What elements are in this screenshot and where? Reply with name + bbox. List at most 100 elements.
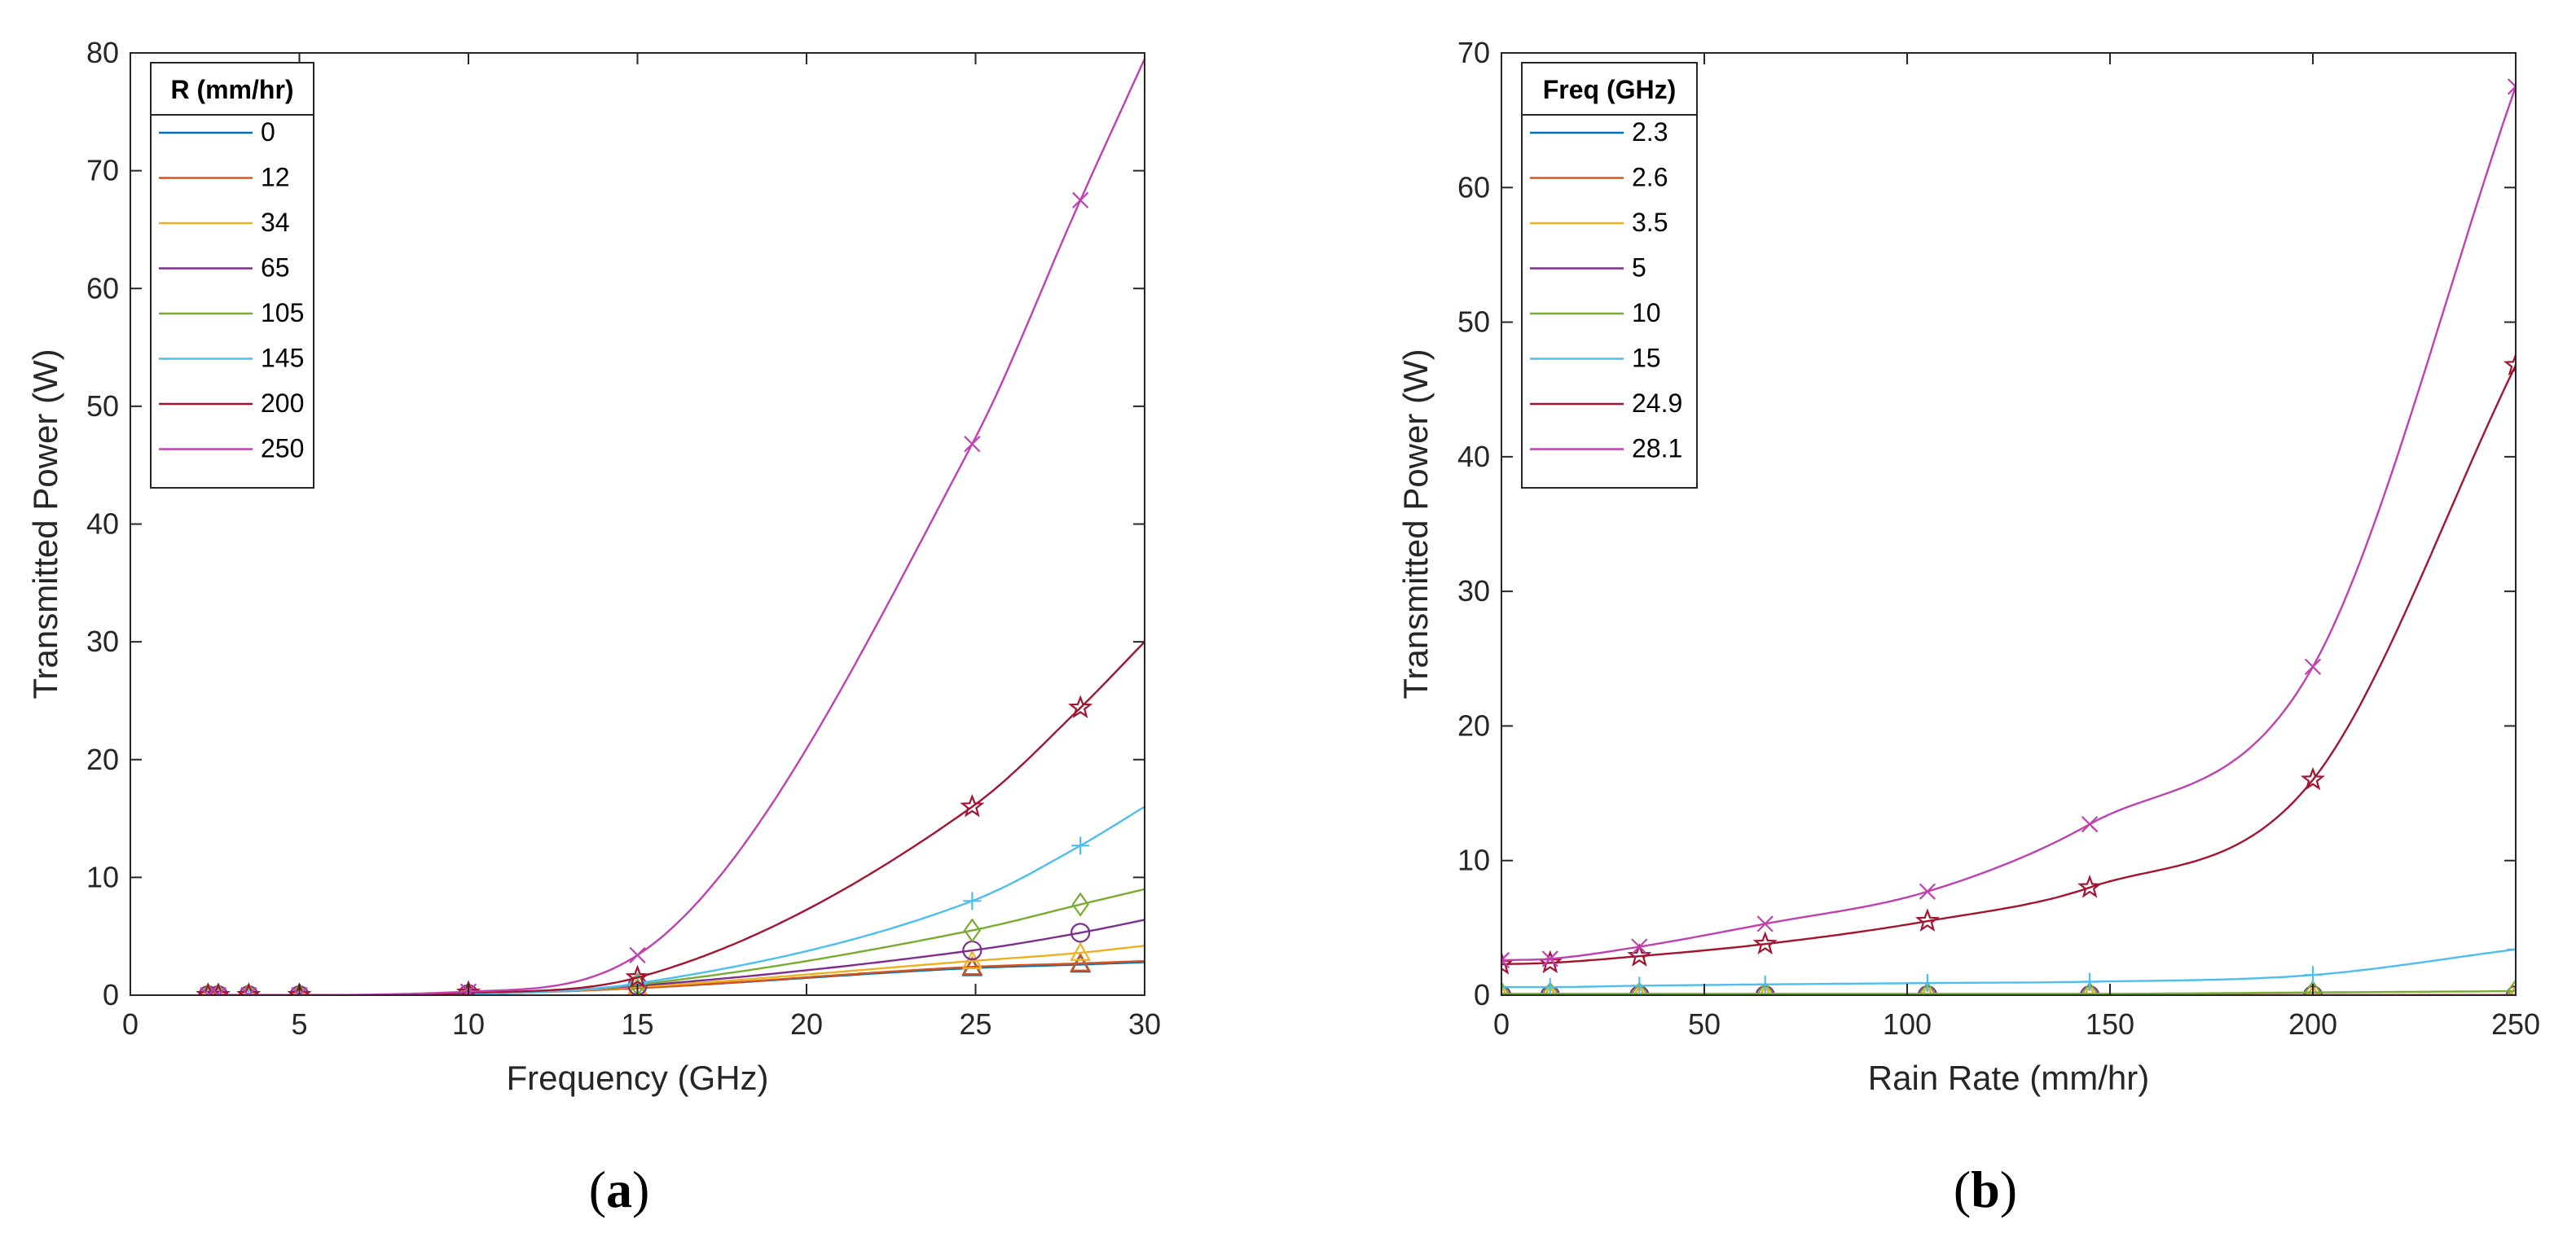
legend-entry-3.5: 3.5 [1632, 208, 1668, 237]
x-axis-label: Rain Rate (mm/hr) [1868, 1059, 2149, 1097]
data-point-24.9-5 [2077, 874, 2103, 898]
caption-letter: a [606, 1160, 632, 1218]
data-point-24.9-7 [2503, 352, 2516, 376]
x-tick-label: 150 [2086, 1007, 2134, 1041]
legend-entry-15: 15 [1632, 344, 1661, 373]
data-point-28.1-0 [1501, 951, 1510, 969]
data-point-34-6 [961, 950, 983, 969]
data-point-15-6 [2304, 966, 2322, 985]
x-tick-label: 20 [790, 1007, 823, 1041]
y-tick-label: 70 [1457, 36, 1490, 69]
caption-close-paren: ) [2000, 1160, 2017, 1218]
plot-area [1501, 78, 2516, 995]
x-tick-label: 10 [452, 1007, 485, 1041]
series-line-10 [1501, 989, 2516, 995]
y-tick-label: 50 [86, 389, 119, 423]
legend-entry-2.6: 2.6 [1632, 163, 1668, 192]
data-point-105-4 [459, 981, 477, 995]
data-point-15-2 [1630, 976, 1649, 995]
x-tick-label: 250 [2491, 1007, 2540, 1041]
data-point-10-5 [2081, 981, 2099, 995]
series-line-24.9 [1501, 364, 2516, 966]
data-point-65-7 [1070, 923, 1091, 943]
y-axis-label: Transmitted Power (W) [26, 349, 64, 699]
legend-entry-105: 105 [261, 298, 304, 327]
series-line-28.1 [1501, 86, 2516, 962]
data-point-28.1-6 [2304, 658, 2322, 675]
legend-entry-12: 12 [261, 163, 290, 192]
data-point-10-3 [1756, 981, 1774, 995]
data-point-250-3 [291, 986, 308, 995]
legend-box [1521, 62, 1698, 489]
data-point-10-0 [1501, 981, 1510, 995]
legend-entry-34: 34 [261, 208, 290, 237]
legend: R (mm/hr) 0 12 34 65 105 145 200 250 [150, 62, 314, 489]
data-point-15-5 [2081, 972, 2099, 991]
data-point-200-5 [625, 964, 650, 989]
x-tick-label: 200 [2288, 1007, 2337, 1041]
y-tick-label: 10 [86, 860, 119, 893]
legend-entry-0: 0 [261, 117, 275, 147]
data-point-24.9-3 [1752, 931, 1778, 954]
data-point-250-2 [240, 986, 257, 995]
caption-open-paren: ( [1954, 1160, 1971, 1218]
data-point-200-3 [287, 982, 312, 995]
chart-panel-b: 0 50 100 150 200 250 0 10 20 30 40 50 60 70 Rain Rate … [1396, 36, 2540, 1218]
data-point-10-1 [1541, 981, 1559, 995]
legend-title: Freq (GHz) [1543, 75, 1677, 104]
legend-entry-200: 200 [261, 388, 304, 418]
y-tick-label: 40 [1457, 440, 1490, 473]
data-point-15-7 [2507, 940, 2516, 959]
y-tick-label: 0 [1474, 978, 1490, 1011]
legend-entry-24.9: 24.9 [1632, 388, 1682, 418]
y-axis-label: Transmitted Power (W) [1396, 349, 1435, 699]
caption-open-paren: ( [589, 1160, 606, 1218]
y-tick-label: 80 [86, 36, 119, 69]
x-tick-label: 15 [621, 1007, 653, 1041]
data-point-105-7 [1071, 892, 1089, 917]
chart-panel-a: 0 5 10 15 20 25 30 0 10 20 30 40 50 60 70 80 Frequency (… [26, 36, 1161, 1218]
caption-close-paren: ) [632, 1160, 649, 1218]
x-tick-label: 100 [1883, 1007, 1932, 1041]
y-tick-label: 0 [103, 978, 119, 1011]
data-point-15-4 [1918, 974, 1936, 993]
data-point-250-1 [209, 986, 227, 995]
caption-letter: b [1971, 1160, 2000, 1218]
data-point-10-4 [1919, 981, 1936, 995]
data-point-145-1 [209, 986, 227, 995]
panel-caption: (a) [589, 1160, 650, 1218]
panel-caption: (b) [1954, 1160, 2017, 1218]
legend-entry-250: 250 [261, 434, 304, 463]
data-point-200-2 [236, 982, 262, 995]
legend-entry-2.3: 2.3 [1632, 117, 1668, 147]
data-point-250-7 [1072, 191, 1089, 208]
data-point-200-6 [960, 793, 985, 818]
data-point-145-0 [199, 986, 218, 995]
data-point-28.1-1 [1541, 950, 1558, 967]
data-point-28.1-3 [1756, 915, 1774, 932]
y-tick-label: 30 [1457, 574, 1490, 608]
data-point-12-7 [1070, 952, 1092, 972]
data-point-200-4 [455, 980, 481, 995]
y-tick-label: 50 [1457, 305, 1490, 339]
plot-frame [1501, 52, 2517, 996]
y-tick-label: 10 [1457, 844, 1490, 877]
legend-entry-10: 10 [1632, 298, 1661, 327]
legend-entry-145: 145 [261, 344, 304, 373]
series-line-15 [1501, 948, 2516, 989]
data-point-145-7 [1071, 836, 1090, 855]
y-tick-label: 60 [86, 271, 119, 305]
x-tick-label: 0 [122, 1007, 138, 1041]
x-axis-label: Frequency (GHz) [506, 1059, 768, 1097]
data-point-145-2 [240, 986, 258, 995]
y-tick-label: 70 [86, 154, 119, 187]
data-point-28.1-4 [1919, 883, 1936, 900]
data-point-34-7 [1070, 941, 1092, 961]
data-point-250-5 [629, 946, 646, 963]
legend-title: R (mm/hr) [170, 75, 293, 104]
legend-entry-5: 5 [1632, 253, 1646, 283]
x-tick-label: 25 [959, 1007, 991, 1041]
x-tick-label: 5 [291, 1007, 307, 1041]
